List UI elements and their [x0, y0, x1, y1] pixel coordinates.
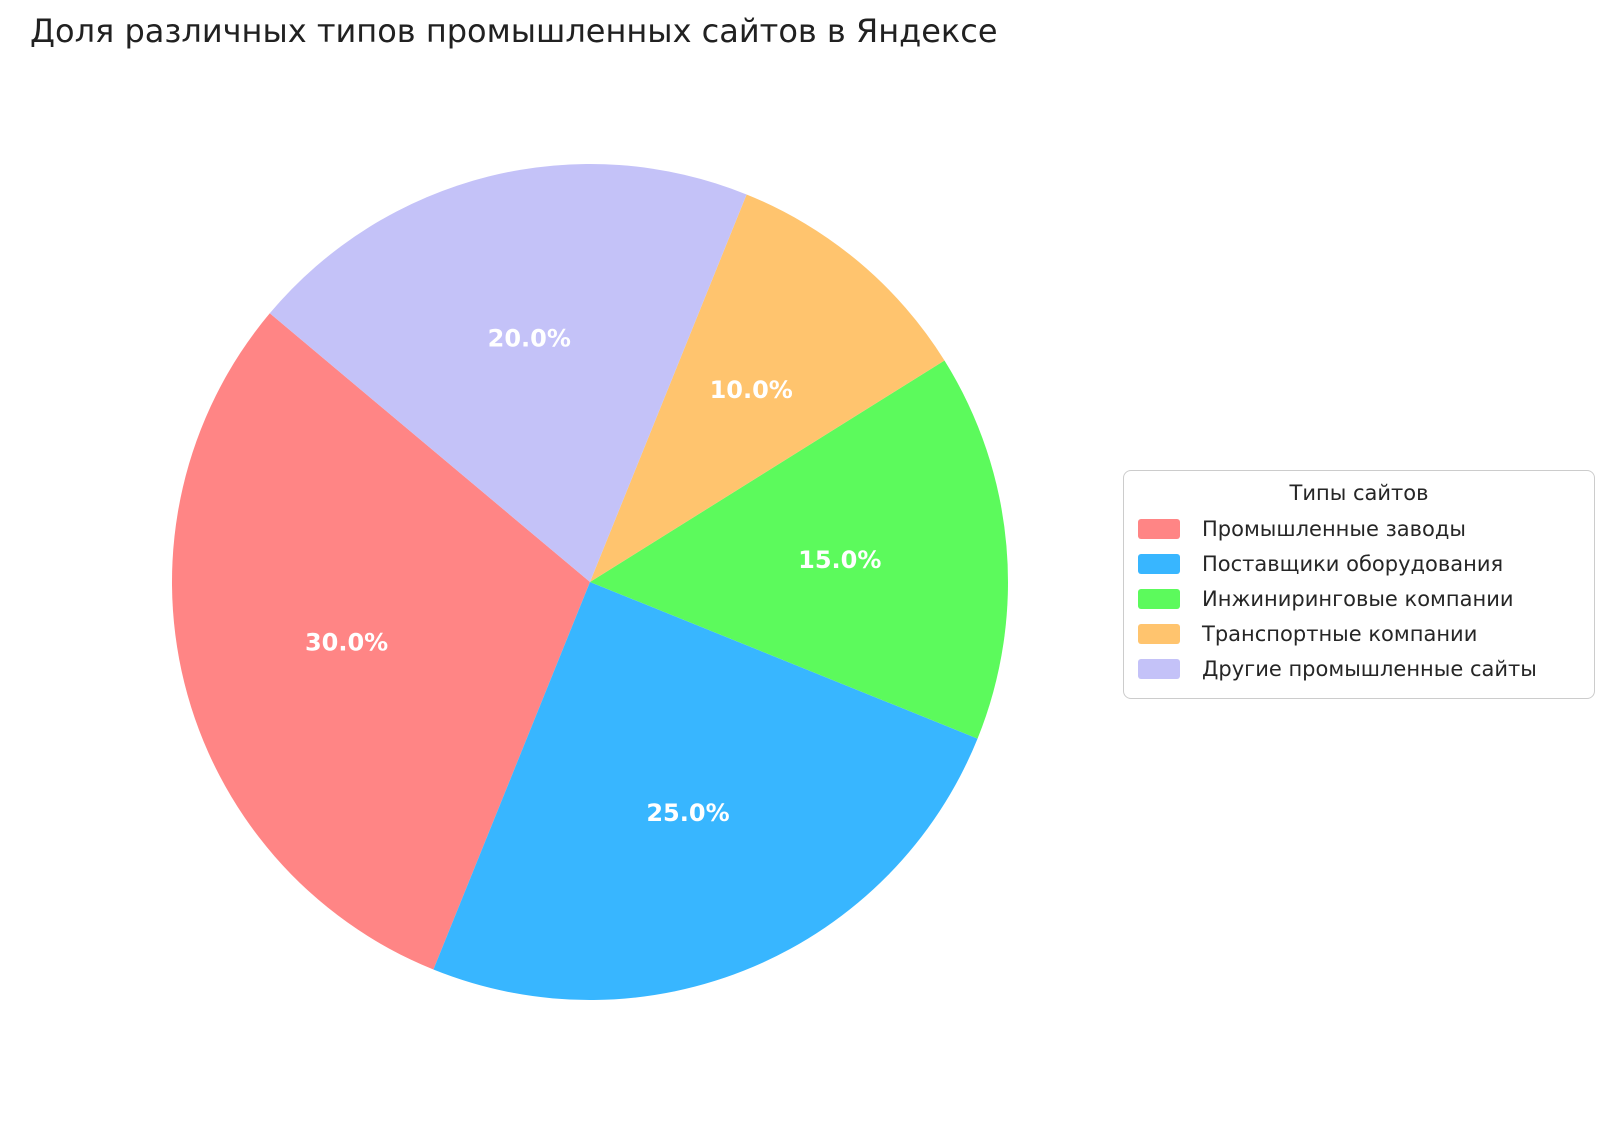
pie-slice-0 — [171, 313, 590, 970]
legend-swatch-icon — [1138, 623, 1180, 644]
legend-item-0: Промышленные заводы — [1138, 511, 1580, 546]
legend-title: Типы сайтов — [1289, 481, 1429, 505]
pie-slice-pct-label-1: 25.0% — [646, 799, 729, 827]
chart-title: Доля различных типов промышленных сайтов… — [30, 12, 998, 50]
pie-slice-3 — [590, 194, 945, 582]
pie-slice-pct-label-2: 15.0% — [798, 546, 881, 574]
legend-swatch-icon — [1138, 553, 1180, 574]
legend-item-2: Инжиниринговые компании — [1138, 581, 1580, 616]
legend-item-3: Транспортные компании — [1138, 616, 1580, 651]
legend-swatch-icon — [1138, 518, 1180, 539]
pie-slice-4 — [269, 163, 747, 583]
legend-items: Промышленные заводы Поставщики оборудован… — [1138, 511, 1580, 686]
legend-item-4: Другие промышленные сайты — [1138, 651, 1580, 686]
legend-swatch-icon — [1138, 658, 1180, 679]
pie-slice-1 — [433, 582, 978, 1000]
legend-item-label: Инжиниринговые компании — [1202, 586, 1514, 611]
legend-swatch-icon — [1138, 588, 1180, 609]
legend: Типы сайтов Промышленные заводы Поставщик… — [1123, 470, 1595, 699]
pie-slice-pct-label-0: 30.0% — [305, 629, 388, 657]
pie-slice-pct-label-4: 20.0% — [488, 325, 571, 353]
pie-slice-2 — [590, 360, 1008, 739]
pie-slice-pct-label-3: 10.0% — [710, 376, 793, 404]
legend-item-label: Другие промышленные сайты — [1202, 656, 1537, 681]
legend-item-label: Промышленные заводы — [1202, 516, 1466, 541]
legend-item-1: Поставщики оборудования — [1138, 546, 1580, 581]
legend-item-label: Транспортные компании — [1202, 621, 1478, 646]
legend-item-label: Поставщики оборудования — [1202, 551, 1504, 576]
